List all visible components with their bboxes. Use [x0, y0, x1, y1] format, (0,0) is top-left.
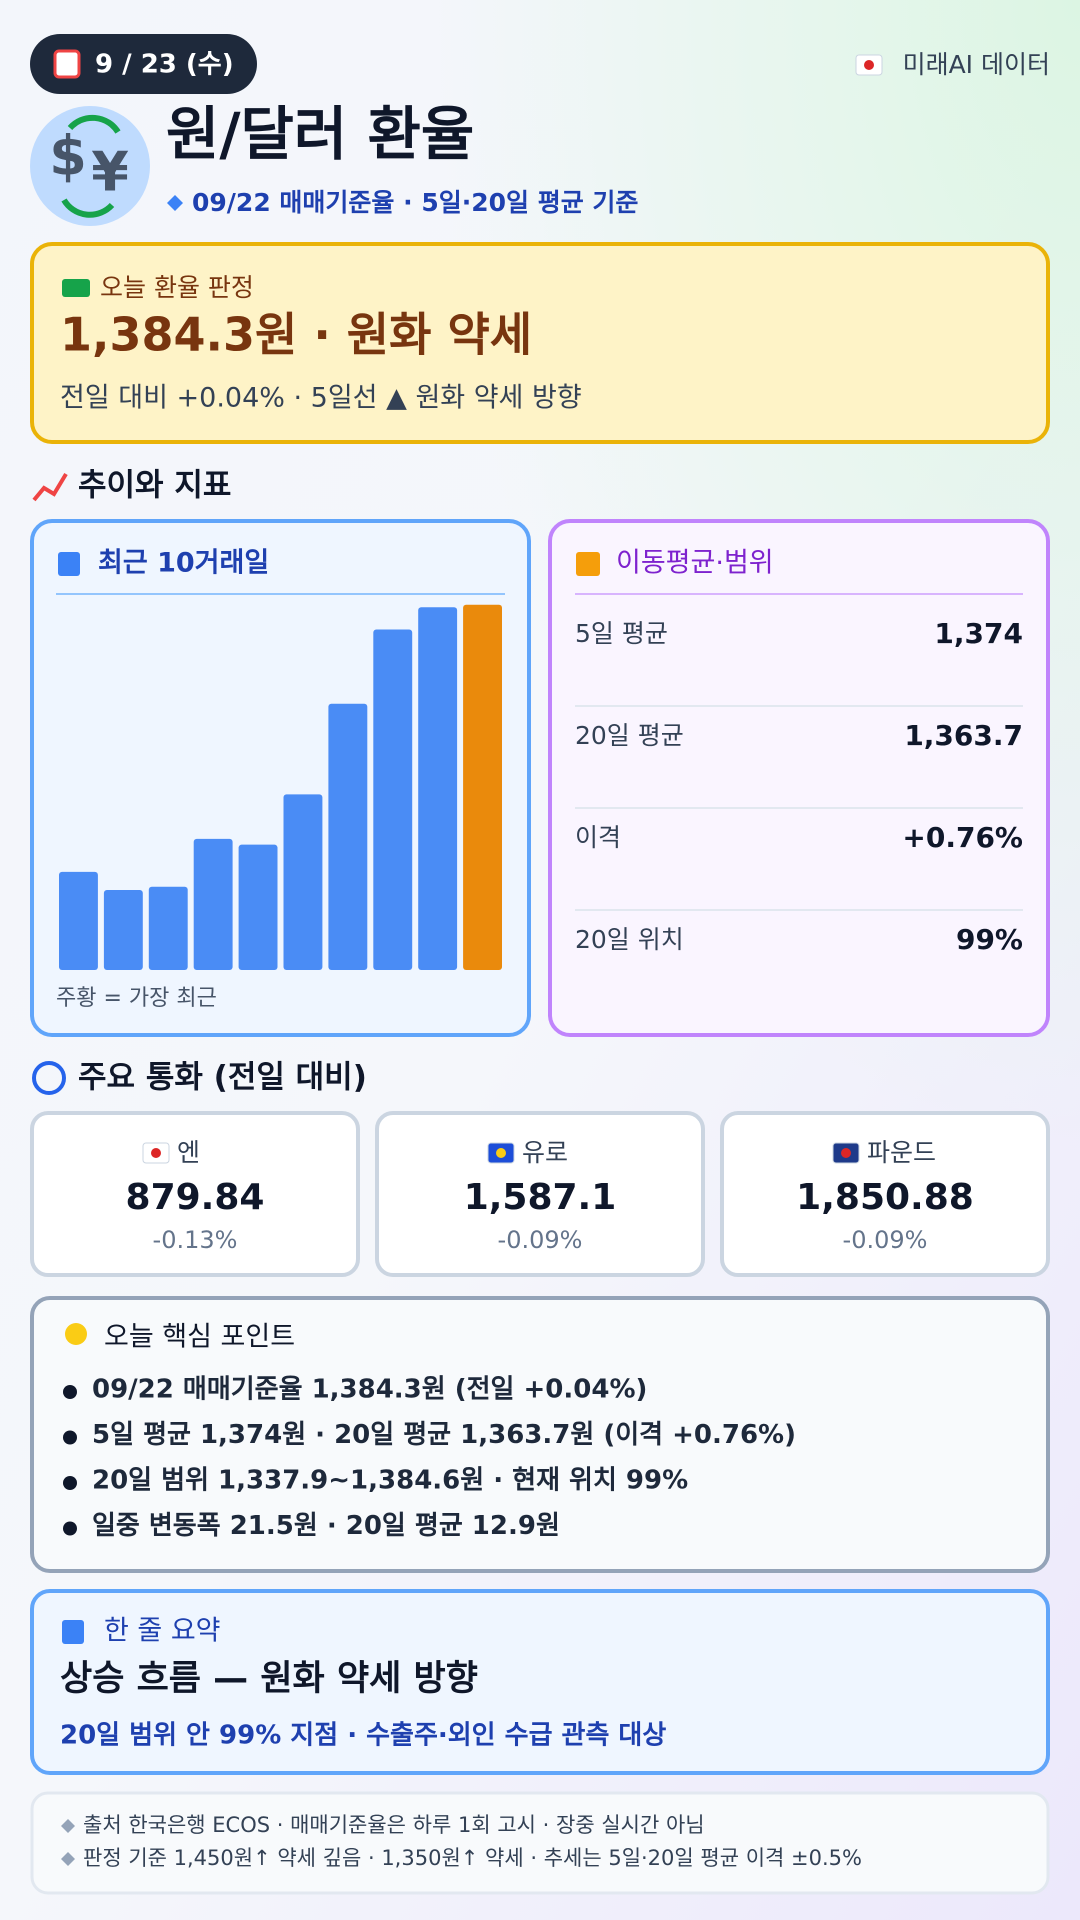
abacus-icon: [576, 552, 600, 576]
currency-icon-bg: [30, 106, 150, 226]
currency-icon-arrow: [67, 114, 121, 134]
section-title: 주요 통화 (전일 대비): [78, 1060, 367, 1096]
footer-line: 판정 기준 1,450원↑ 약세 깊음 · 1,350원↑ 약세 · 추세는 5…: [83, 1846, 862, 1870]
bar: [418, 607, 458, 970]
bar: [328, 703, 368, 970]
diamond-icon: [167, 195, 183, 211]
ma-label: 이격: [575, 823, 621, 852]
currency-change: -0.09%: [843, 1226, 928, 1254]
verdict-detail: 전일 대비 +0.04% · 5일선 ▲ 원화 약세 방향: [60, 383, 582, 414]
point: 20일 범위 1,337.9~1,384.6원 · 현재 위치 99%: [92, 1466, 688, 1496]
currency-icon-yen: ¥: [91, 141, 129, 204]
money-icon: [62, 279, 90, 297]
bar: [283, 794, 323, 970]
summary-detail: 20일 범위 안 99% 지점 · 수출주·외인 수급 관측 대상: [60, 1721, 666, 1751]
bar: [463, 604, 502, 970]
flag-icon-dot: [496, 1148, 506, 1158]
trend-icon: [32, 472, 68, 502]
bulb-icon: [65, 1323, 87, 1345]
currency-card: [720, 1111, 1050, 1277]
diamond-icon: [61, 1852, 75, 1866]
currency-change: -0.13%: [153, 1226, 238, 1254]
points-list: 09/22 매매기준율 1,384.3원 (전일 +0.04%) 5일 평균 1,…: [63, 1375, 796, 1541]
point: 일중 변동폭 21.5원 · 20일 평균 12.9원: [92, 1511, 560, 1541]
flag-icon-dot: [864, 60, 874, 70]
footer-line: 출처 한국은행 ECOS · 매매기준율은 하루 1회 고시 · 장중 실시간 …: [83, 1813, 705, 1837]
brand: 미래AI 데이터: [903, 50, 1050, 79]
bar: [103, 890, 143, 970]
diamond-icon: [61, 1819, 75, 1833]
bullet: [63, 1385, 77, 1399]
flag-icon-dot: [151, 1148, 161, 1158]
ma-value: +0.76%: [902, 821, 1023, 854]
ma-card: [548, 519, 1050, 1037]
globe-icon: [32, 1061, 66, 1095]
date: 9 / 23 (수): [95, 50, 234, 80]
summary-card: [30, 1589, 1050, 1775]
currency-name: 엔: [177, 1138, 200, 1167]
currency-card: [375, 1111, 705, 1277]
ma-label: 20일 평균: [575, 721, 684, 750]
verdict-card: [30, 242, 1050, 444]
bar: [193, 838, 233, 970]
chart-icon: [58, 552, 80, 576]
points-card: [30, 1296, 1050, 1573]
currency-value: 1,587.1: [464, 1177, 617, 1218]
footer-lines: 출처 한국은행 ECOS · 매매기준율은 하루 1회 고시 · 장중 실시간 …: [61, 1813, 862, 1870]
bar: [238, 844, 278, 970]
bar: [148, 886, 188, 970]
summary-label: 한 줄 요약: [104, 1616, 221, 1647]
title: 원/달러 환율: [166, 100, 474, 168]
ma-label: 20일 위치: [575, 925, 684, 954]
bar: [373, 629, 413, 970]
points-title: 오늘 핵심 포인트: [104, 1322, 295, 1353]
bar: [59, 871, 98, 970]
ma-value: 1,374: [934, 617, 1023, 650]
chart-caption: 주황 = 가장 최근: [56, 986, 217, 1011]
subtitle: 09/22 매매기준율 · 5일·20일 평균 기준: [192, 188, 638, 217]
calendar-icon: [53, 49, 81, 79]
date-pill: [30, 34, 257, 94]
currency-cards: 엔 879.84 -0.13% 유로 1,587.1 -0.09% 파운드 1,850.88 -…: [30, 1111, 1050, 1277]
currency-change: -0.09%: [498, 1226, 583, 1254]
point: 09/22 매매기준율 1,384.3원 (전일 +0.04%): [92, 1375, 647, 1405]
ma-title: 이동평균·범위: [616, 548, 774, 579]
footer-card: [30, 1791, 1050, 1895]
currency-name: 파운드: [867, 1138, 936, 1167]
bullet: [63, 1430, 77, 1445]
ma-rows: 5일 평균 1,374 20일 평균 1,363.7 이격 +0.76% 20일 위치 99%: [575, 617, 1023, 956]
currency-value: 1,850.88: [796, 1177, 974, 1218]
ma-value: 99%: [956, 923, 1023, 956]
currency-name: 유로: [522, 1138, 568, 1167]
currency-value: 879.84: [126, 1177, 265, 1218]
currency-icon-dollar: $: [49, 125, 87, 188]
currency-icon-arrow: [61, 198, 115, 218]
bullet: [63, 1521, 77, 1536]
chart-title: 최근 10거래일: [98, 548, 269, 579]
ma-value: 1,363.7: [904, 719, 1023, 752]
summary-headline: 상승 흐름 — 원화 약세 방향: [60, 1659, 478, 1699]
bullet: [63, 1476, 77, 1490]
currency-card: [30, 1111, 360, 1277]
ma-label: 5일 평균: [575, 619, 668, 648]
chart-icon: [62, 1620, 84, 1644]
section-title: 추이와 지표: [78, 468, 231, 504]
verdict-headline: 1,384.3원 · 원화 약세: [60, 308, 532, 362]
point: 5일 평균 1,374원 · 20일 평균 1,363.7원 (이격 +0.76…: [92, 1420, 796, 1450]
verdict-label: 오늘 환율 판정: [100, 273, 254, 302]
flag-icon-dot: [841, 1148, 851, 1158]
bar-group: [59, 604, 502, 970]
